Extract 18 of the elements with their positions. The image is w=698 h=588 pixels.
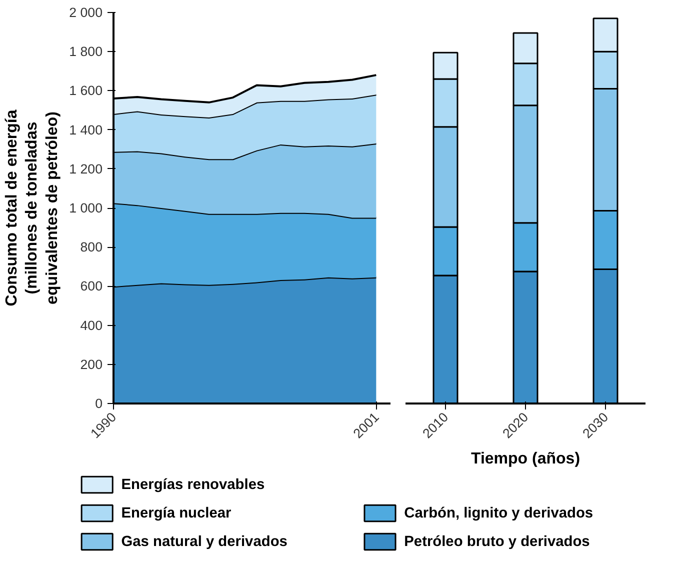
legend-label: Petróleo bruto y derivados (404, 534, 590, 550)
y-tick-label: 200 (80, 356, 103, 372)
y-tick-label: 400 (80, 318, 103, 333)
legend-label: Gas natural y derivados (121, 534, 288, 550)
y-tick-label: 1 000 (69, 200, 103, 216)
y-tick-label: 600 (80, 278, 103, 294)
legend-label: Carbón, lignito y derivados (404, 505, 594, 522)
y-tick-label: 0 (95, 396, 103, 411)
legend-label: Energía nuclear (121, 505, 232, 522)
y-tick-label: 1 800 (69, 44, 103, 60)
y-axis-title: Consumo total de energía (millones de toneladas equivalentes de petróleo) (3, 110, 62, 306)
legend-label: Energías renovables (121, 476, 265, 493)
y-tick-label: 800 (80, 240, 103, 255)
y-tick-label: 1 400 (69, 122, 103, 138)
y-tick-label: 1 600 (69, 83, 103, 98)
x-axis-title: Tiempo (años) (470, 450, 580, 468)
y-tick-label: 2 000 (69, 5, 103, 20)
y-tick-label: 1 200 (69, 161, 103, 176)
